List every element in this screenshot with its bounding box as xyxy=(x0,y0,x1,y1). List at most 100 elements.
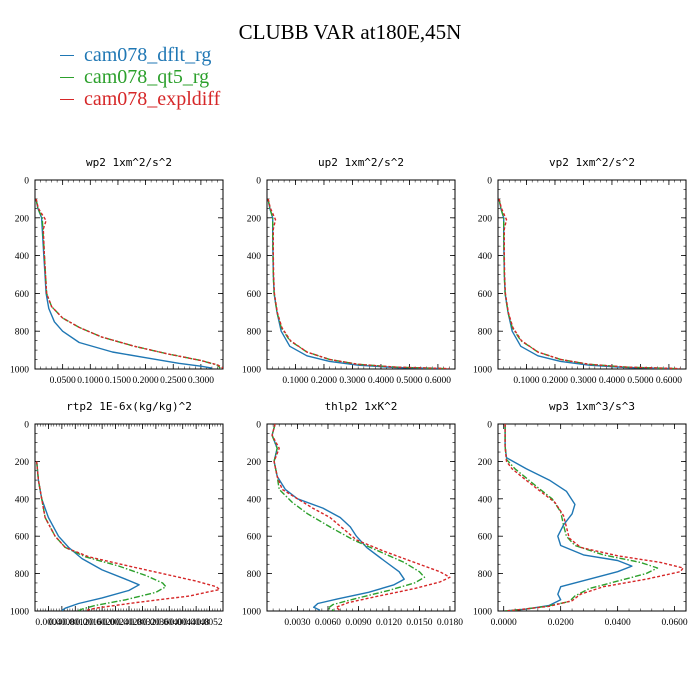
panel-title: wp3 1xm^3/s^3 xyxy=(549,400,635,413)
y-tick-label: 0 xyxy=(487,177,492,187)
x-tick-label: 0.4000 xyxy=(368,376,394,386)
y-tick-label: 1000 xyxy=(473,366,492,376)
series-line-1 xyxy=(271,424,405,611)
y-tick-label: 0 xyxy=(256,177,261,187)
legend: cam078_dflt_rg cam078_qt5_rg cam078_expl… xyxy=(60,44,220,110)
x-tick-label: 0.0024 xyxy=(103,618,129,628)
x-tick-label: 0.0180 xyxy=(437,618,463,628)
legend-entry-qt5: cam078_qt5_rg xyxy=(60,66,220,88)
x-tick-label: 0.0600 xyxy=(662,618,688,628)
y-tick-label: 400 xyxy=(247,495,262,505)
x-tick-label: 0.0090 xyxy=(345,618,371,628)
y-tick-label: 400 xyxy=(247,252,262,262)
x-tick-label: 0.6000 xyxy=(425,376,451,386)
y-tick-label: 0 xyxy=(256,421,261,431)
x-tick-label: 0.0020 xyxy=(89,618,115,628)
y-tick-label: 200 xyxy=(247,214,262,224)
x-tick-label: 0.0028 xyxy=(116,618,142,628)
y-tick-label: 600 xyxy=(247,290,262,300)
y-tick-label: 800 xyxy=(478,570,493,580)
y-tick-label: 0 xyxy=(24,421,29,431)
legend-label: cam078_dflt_rg xyxy=(84,43,212,66)
series-line-2 xyxy=(35,198,221,369)
y-tick-label: 1000 xyxy=(10,366,29,376)
y-tick-label: 400 xyxy=(478,252,493,262)
y-tick-label: 400 xyxy=(15,495,30,505)
x-tick-label: 0.0000 xyxy=(491,618,517,628)
x-tick-label: 0.0008 xyxy=(49,618,75,628)
x-tick-label: 0.0016 xyxy=(76,618,102,628)
y-tick-label: 600 xyxy=(478,533,493,543)
x-tick-label: 0.6000 xyxy=(656,376,682,386)
plot-frame xyxy=(34,179,224,370)
x-tick-label: 0.0048 xyxy=(183,618,209,628)
panel-title: thlp2 1xK^2 xyxy=(325,400,398,413)
y-tick-label: 600 xyxy=(478,290,493,300)
panel-title: wp2 1xm^2/s^2 xyxy=(86,156,172,169)
y-tick-label: 600 xyxy=(15,533,30,543)
plot-frame xyxy=(497,179,687,370)
y-tick-label: 800 xyxy=(247,328,262,338)
x-tick-label: 0.4000 xyxy=(599,376,625,386)
y-tick-label: 200 xyxy=(15,458,30,468)
x-tick-label: 0.0500 xyxy=(50,376,76,386)
x-tick-label: 0.1000 xyxy=(77,376,103,386)
panel-3: vp2 1xm^2/s^2 0 200 400 600 800 1000 0.1000 0.20… xyxy=(473,156,687,386)
x-tick-label: 0.0036 xyxy=(143,618,169,628)
x-tick-label: 0.0044 xyxy=(170,618,196,628)
legend-entry-expldiff: cam078_expldiff xyxy=(60,88,220,110)
series-line-1 xyxy=(504,424,633,611)
series-line-1 xyxy=(36,461,140,611)
series-line-2 xyxy=(271,424,426,611)
series-line-3 xyxy=(35,198,223,369)
panel-title: up2 1xm^2/s^2 xyxy=(318,156,404,169)
x-tick-label: 0.1000 xyxy=(282,376,308,386)
panel-title: vp2 1xm^2/s^2 xyxy=(549,156,635,169)
x-tick-label: 0.2000 xyxy=(133,376,159,386)
x-tick-label: 0.0040 xyxy=(156,618,182,628)
series-line-3 xyxy=(504,424,684,611)
series-line-3 xyxy=(36,461,221,611)
y-tick-label: 400 xyxy=(15,252,30,262)
panel-1: wp2 1xm^2/s^2 0 200 400 600 800 1000 0.0500 0.10… xyxy=(10,156,224,386)
x-tick-label: 0.3000 xyxy=(570,376,596,386)
y-tick-label: 1000 xyxy=(10,608,29,618)
y-tick-label: 0 xyxy=(24,177,29,187)
y-tick-label: 800 xyxy=(478,328,493,338)
x-tick-label: 0.0120 xyxy=(376,618,402,628)
y-tick-label: 800 xyxy=(15,570,30,580)
x-tick-label: 0.0060 xyxy=(315,618,341,628)
y-tick-label: 1000 xyxy=(473,608,492,618)
x-tick-label: 0.5000 xyxy=(396,376,422,386)
x-tick-label: 0.2000 xyxy=(311,376,337,386)
legend-entry-dflt: cam078_dflt_rg xyxy=(60,44,220,66)
series-line-3 xyxy=(271,424,451,611)
x-tick-label: 0.0150 xyxy=(406,618,432,628)
x-tick-label: 0.1000 xyxy=(513,376,539,386)
legend-swatch xyxy=(60,98,74,100)
panel-5: thlp2 1xK^2 0 200 400 600 800 1000 0.0030 0.0060… xyxy=(242,400,463,628)
x-tick-label: 0.0030 xyxy=(284,618,310,628)
x-tick-label: 0.3000 xyxy=(339,376,365,386)
figure-title: CLUBB VAR at180E,45N xyxy=(238,20,462,44)
panel-4: rtp2 1E-6x(kg/kg)^2 0 200 400 600 800 1000 0.00… xyxy=(10,400,224,628)
legend-swatch xyxy=(60,54,74,56)
y-tick-label: 600 xyxy=(247,533,262,543)
series-line-3 xyxy=(498,198,681,369)
series-line-1 xyxy=(35,198,213,369)
panel-title: rtp2 1E-6x(kg/kg)^2 xyxy=(66,400,192,413)
y-tick-label: 200 xyxy=(478,214,493,224)
y-tick-label: 200 xyxy=(247,458,262,468)
x-tick-label: 0.0012 xyxy=(62,618,88,628)
x-tick-label: 0.2500 xyxy=(160,376,186,386)
series-line-2 xyxy=(36,461,167,611)
y-tick-label: 1000 xyxy=(242,608,261,618)
y-tick-label: 1000 xyxy=(242,366,261,376)
plot-frame xyxy=(497,423,687,612)
x-tick-label: 0.0004 xyxy=(35,618,61,628)
y-tick-label: 400 xyxy=(478,495,493,505)
legend-label: cam078_qt5_rg xyxy=(84,65,210,88)
y-tick-label: 600 xyxy=(15,290,30,300)
